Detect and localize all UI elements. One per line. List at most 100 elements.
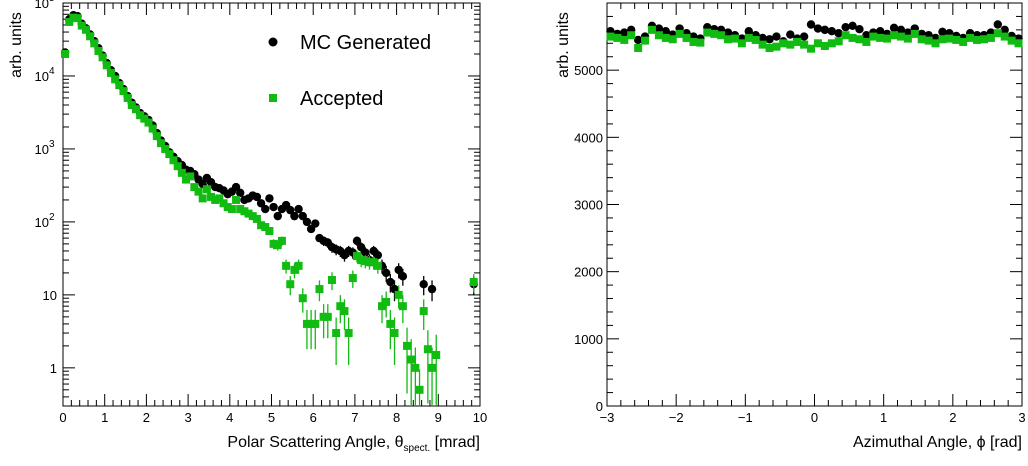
data-point <box>834 29 843 38</box>
data-point <box>806 20 816 29</box>
y-tick-label: 1000 <box>574 332 603 347</box>
data-point <box>398 272 408 281</box>
data-point <box>411 363 420 372</box>
y-tick-label-base: 10 <box>35 0 49 11</box>
data-point <box>227 205 236 214</box>
data-point <box>469 278 478 287</box>
data-point <box>786 40 795 49</box>
data-point <box>841 22 850 32</box>
data-point <box>855 35 864 44</box>
data-point <box>269 202 278 212</box>
data-point <box>140 114 149 123</box>
x-axis-title-main: Polar Scattering Angle, θ <box>227 434 403 451</box>
x-tick-label: 1 <box>880 410 887 425</box>
data-point <box>256 199 266 208</box>
data-point <box>165 150 174 159</box>
data-point <box>966 33 975 42</box>
data-point <box>765 44 774 53</box>
y-tick-label: 4000 <box>574 130 603 145</box>
plot-frame <box>606 2 1023 407</box>
x-tick-label: −2 <box>669 410 684 425</box>
data-point <box>848 33 857 42</box>
data-point <box>211 195 220 204</box>
data-point <box>661 27 670 36</box>
x-axis-title: Azimuthal Angle, ϕ [rad] <box>853 434 1022 451</box>
x-tick-label: 6 <box>310 410 317 425</box>
y-tick-label-base: 10 <box>35 215 49 230</box>
data-point <box>910 29 919 38</box>
data-point <box>723 28 733 37</box>
data-point <box>269 239 278 248</box>
data-point <box>381 268 391 278</box>
data-point <box>156 139 165 148</box>
data-point <box>90 39 99 48</box>
data-point <box>77 21 86 30</box>
data-point <box>152 132 161 141</box>
data-point <box>390 329 399 338</box>
data-point <box>896 25 906 35</box>
data-point <box>252 192 262 202</box>
data-point <box>298 294 307 303</box>
x-tick-label: 0 <box>59 410 66 425</box>
data-point <box>917 35 926 44</box>
y-tick-label-exponent: 3 <box>49 139 55 150</box>
data-point <box>641 36 650 45</box>
data-point <box>61 50 70 59</box>
data-point <box>620 28 629 37</box>
data-point <box>931 39 940 48</box>
data-point <box>257 221 266 230</box>
x-tick-label: −3 <box>600 410 615 425</box>
data-point <box>428 363 437 372</box>
data-point <box>633 35 643 45</box>
data-point <box>394 265 403 275</box>
data-point <box>737 39 746 48</box>
data-point <box>903 34 912 43</box>
data-point <box>173 162 182 171</box>
data-point <box>302 217 312 227</box>
data-point <box>415 385 424 394</box>
data-point <box>344 329 353 338</box>
data-point <box>219 199 228 208</box>
x-tick-label: 8 <box>393 410 400 425</box>
data-point <box>282 261 291 270</box>
data-point <box>613 33 622 42</box>
data-point <box>352 236 362 246</box>
x-tick-label: 1 <box>101 410 108 425</box>
data-point <box>945 34 954 43</box>
data-point <box>883 34 892 43</box>
data-point <box>813 24 823 33</box>
data-point <box>1007 36 1016 45</box>
data-point <box>265 227 274 236</box>
data-point <box>186 172 195 181</box>
y-axis-title: arb. units <box>8 12 25 78</box>
data-point <box>952 35 961 44</box>
data-point <box>294 261 303 270</box>
data-point <box>202 185 211 194</box>
data-point <box>136 111 145 120</box>
x-tick-label: 2 <box>949 410 956 425</box>
y-tick-label-base: 10 <box>35 142 49 157</box>
data-point <box>244 209 253 218</box>
data-point <box>65 17 74 26</box>
x-axis-title-subscript: spect. <box>404 443 431 454</box>
data-point <box>772 32 781 41</box>
data-point <box>876 33 885 42</box>
data-point <box>286 205 295 215</box>
legend-marker-mc-generated <box>268 37 278 47</box>
data-point <box>807 44 816 53</box>
data-point <box>81 25 90 34</box>
data-point <box>834 37 843 46</box>
data-point <box>973 35 982 44</box>
data-point <box>115 81 124 90</box>
data-point <box>993 29 1002 38</box>
data-point <box>373 261 382 270</box>
data-point <box>290 265 299 274</box>
series-mc-generated <box>60 11 478 302</box>
data-point <box>386 319 395 328</box>
data-point <box>144 118 153 127</box>
data-point <box>986 33 995 42</box>
data-point <box>407 355 416 364</box>
data-point <box>841 31 850 40</box>
